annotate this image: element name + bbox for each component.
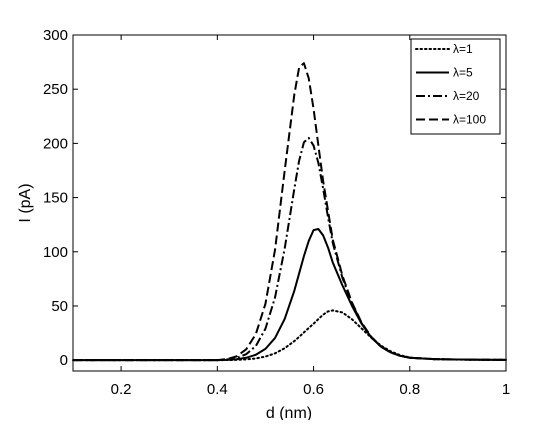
- y-tick-label: 250: [43, 81, 68, 98]
- legend-label-1: λ=5: [453, 66, 473, 80]
- x-tick-label: 0.6: [303, 381, 324, 398]
- legend-label-0: λ=1: [453, 42, 473, 56]
- x-axis-label: d (nm): [266, 405, 312, 420]
- x-axis: 0.2 0.4 0.6 0.8 1: [111, 35, 510, 398]
- legend-box: [410, 38, 501, 135]
- plot-frame: [72, 34, 507, 372]
- x-tick-label: 0.8: [399, 381, 420, 398]
- y-tick-label: 50: [51, 298, 68, 315]
- legend-label-2: λ=20: [453, 89, 480, 103]
- x-tick-label: 1: [502, 381, 510, 398]
- x-tick-label: 0.4: [207, 381, 228, 398]
- series-layer: [72, 62, 507, 362]
- y-tick-label: 200: [43, 135, 68, 152]
- legend: λ=1 λ=5 λ=20 λ=100: [410, 38, 501, 135]
- y-tick-label: 100: [43, 244, 68, 261]
- y-tick-label: 0: [60, 352, 68, 369]
- y-tick-label: 300: [43, 27, 68, 44]
- legend-label-3: λ=100: [453, 113, 486, 127]
- y-axis: 0 50 100 150 200 250 300: [43, 27, 506, 369]
- series-line-3: [73, 62, 507, 362]
- y-tick-label: 150: [43, 190, 68, 207]
- x-tick-label: 0.2: [111, 381, 132, 398]
- y-axis-label: I (pA): [17, 183, 34, 222]
